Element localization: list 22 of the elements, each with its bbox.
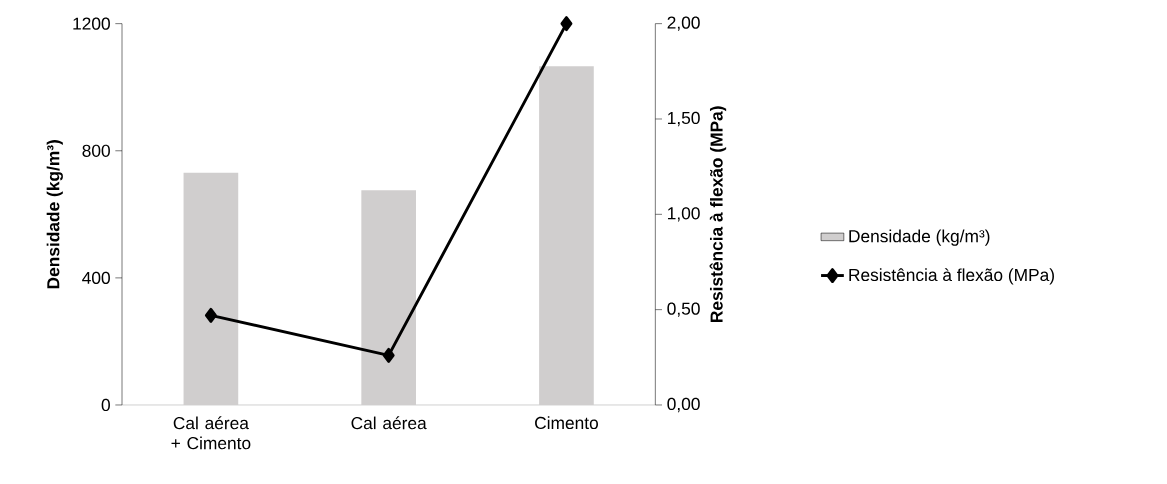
bar xyxy=(361,190,417,405)
bar xyxy=(539,66,594,405)
x-tick-label: Cal aérea xyxy=(351,416,427,430)
y2-tick-label: 2,00 xyxy=(667,16,700,31)
y-tick-label: 0 xyxy=(101,398,110,412)
y-axis-title: Densidade (kg/m³) xyxy=(46,140,63,289)
y2-tick-label: 0,00 xyxy=(667,397,700,413)
point xyxy=(204,307,217,323)
y-tick-label: 1200 xyxy=(73,17,110,30)
point xyxy=(382,347,395,363)
y2-tick-label: 1,50 xyxy=(668,111,700,127)
y2-axis-title: Resistência à flexão (MPa) xyxy=(709,106,727,323)
x-tick-label: Cimento xyxy=(535,416,598,430)
legend-label: Resistência à flexão (MPa) xyxy=(849,268,1054,285)
legend-label: Densidade (kg/m³) xyxy=(849,229,990,246)
y-tick-label: 800 xyxy=(82,144,110,157)
y-tick-label: 400 xyxy=(82,271,110,285)
y2-tick-label: 0,50 xyxy=(667,302,700,317)
y2-tick-label: 1,00 xyxy=(668,207,700,222)
point xyxy=(560,16,573,32)
bar xyxy=(183,172,239,405)
x-tick-label: Cal aérea + Cimento xyxy=(171,416,251,450)
